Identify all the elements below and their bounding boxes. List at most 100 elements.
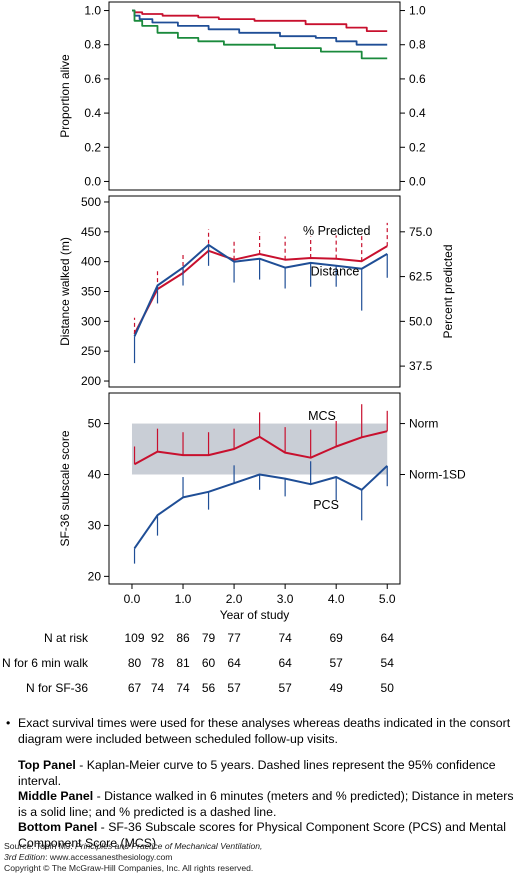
- source-edition: 3rd Edition: [4, 852, 46, 862]
- sf36-ylabel: SF-36 subscale score: [58, 430, 72, 546]
- sf36-ytick-label: 40: [88, 467, 102, 481]
- risk-cell: 49: [330, 681, 344, 695]
- survival-ytick-right-label: 0.4: [409, 106, 426, 120]
- survival-panel: 0.0 0.2 0.4 0.6 0.8 1.0 0.0 0.2 0.4 0.6 0.8 1.0 Prop…: [58, 1, 426, 191]
- pcs-line: [133, 465, 388, 549]
- note-middle: Middle Panel - Distance walked in 6 minu…: [18, 789, 518, 820]
- risk-table: N at risk 109 92 86 79 77 74 69 64 N for 6 min wa…: [2, 631, 394, 695]
- risk-row-label: N at risk: [44, 631, 89, 645]
- survival-ytick-right-label: 0.2: [409, 140, 426, 154]
- risk-cell: 86: [176, 631, 190, 645]
- pcs-annotation: PCS: [313, 498, 339, 512]
- walk-ytick-label: 450: [81, 225, 101, 239]
- sf36-xtick-label: 1.0: [175, 592, 192, 606]
- source-copyright: Copyright © The McGraw-Hill Companies, I…: [4, 863, 254, 873]
- sf36-right-label-1: Norm-1SD: [409, 467, 466, 481]
- survival-ytick-label: 0.2: [84, 140, 101, 154]
- survival-ytick-label: 0.6: [84, 72, 101, 86]
- risk-cell: 74: [151, 681, 165, 695]
- sf36-xtick-label: 3.0: [277, 592, 294, 606]
- risk-cell: 60: [202, 656, 216, 670]
- source-line: Source: Tobin MJ: Principles and Practic…: [4, 841, 262, 852]
- survival-curve-2: [132, 9, 388, 60]
- mcs-annotation: MCS: [308, 409, 336, 423]
- risk-cell: 79: [202, 631, 216, 645]
- risk-cell: 64: [278, 656, 292, 670]
- risk-cell: 67: [128, 681, 142, 695]
- note-middle-text: - Distance walked in 6 minutes (meters a…: [18, 789, 514, 819]
- risk-cell: 57: [278, 681, 292, 695]
- figure-notes: Exact survival times were used for these…: [6, 716, 518, 851]
- survival-ytick-right-label: 0.8: [409, 38, 426, 52]
- walk-ytick-label: 200: [81, 374, 101, 388]
- walk-ytick-label: 350: [81, 285, 101, 299]
- survival-ytick-label: 1.0: [84, 4, 101, 18]
- walk-ytick-label: 500: [81, 195, 101, 209]
- risk-cell: 109: [125, 631, 145, 645]
- risk-cell: 50: [381, 681, 395, 695]
- risk-cell: 64: [381, 631, 395, 645]
- mcs-line: [134, 430, 388, 466]
- sf36-ytick-label: 20: [88, 569, 102, 583]
- survival-ytick-right-label: 1.0: [409, 4, 426, 18]
- survival-ytick-label: 0.4: [84, 106, 101, 120]
- walk-ytick-right-label: 50.0: [409, 314, 433, 328]
- survival-curve-0: [132, 9, 388, 33]
- risk-cell: 57: [330, 656, 344, 670]
- survival-ytick-label: 0.0: [84, 174, 101, 188]
- survival-frame: [108, 1, 401, 191]
- source-site: : www.accessanesthesiology.com: [45, 852, 173, 862]
- survival-walk-sf36-figure: 0.0 0.2 0.4 0.6 0.8 1.0 0.0 0.2 0.4 0.6 0.8 1.0 Prop…: [2, 1, 466, 695]
- sf36-xtick-label: 5.0: [379, 592, 396, 606]
- risk-cell: 69: [330, 631, 344, 645]
- risk-cell: 56: [202, 681, 216, 695]
- source-prefix: Source: Tobin MJ:: [4, 841, 76, 851]
- sf36-frame: [108, 392, 401, 585]
- note-top-text: - Kaplan-Meier curve to 5 years. Dashed …: [18, 758, 496, 788]
- walk-ytick-label: 400: [81, 255, 101, 269]
- note-bottom-text: - SF-36 Subscale scores for Physical Com…: [18, 820, 506, 850]
- walk-ytick-right-label: 75.0: [409, 225, 433, 239]
- risk-cell: 64: [227, 656, 241, 670]
- walk-ytick-label: 300: [81, 314, 101, 328]
- source-credit: Source: Tobin MJ: Principles and Practic…: [4, 841, 262, 874]
- sf36-xlabel: Year of study: [220, 608, 290, 622]
- distance-line: [133, 243, 388, 337]
- note-top: Top Panel - Kaplan-Meier curve to 5 year…: [18, 758, 518, 789]
- risk-row-label: N for SF-36: [26, 681, 88, 695]
- walk-ylabel: Distance walked (m): [58, 237, 72, 346]
- survival-ytick-label: 0.8: [84, 38, 101, 52]
- walk-distance-panel: 200 250 300 350 400 450 500 37.5 50.0 62.5 75.0 Dis…: [58, 195, 455, 388]
- note-bottom: Bottom Panel - SF-36 Subscale scores for…: [18, 820, 518, 851]
- sf36-ytick-label: 50: [88, 417, 102, 431]
- note-middle-title: Middle Panel: [18, 789, 94, 803]
- risk-cell: 92: [151, 631, 165, 645]
- distance-annotation: Distance: [311, 264, 360, 278]
- note-top-title: Top Panel: [18, 758, 76, 772]
- risk-cell: 80: [128, 656, 142, 670]
- walk-ylabel-right: Percent predicted: [441, 244, 455, 338]
- risk-cell: 54: [381, 656, 395, 670]
- sf36-xtick-label: 2.0: [226, 592, 243, 606]
- note-bullet: Exact survival times were used for these…: [6, 716, 518, 747]
- survival-ytick-right-label: 0.6: [409, 72, 426, 86]
- sf36-xtick-label: 0.0: [124, 592, 141, 606]
- risk-cell: 81: [176, 656, 190, 670]
- walk-ytick-right-label: 37.5: [409, 359, 433, 373]
- sf36-right-label-0: Norm: [409, 417, 438, 431]
- note-bottom-title: Bottom Panel: [18, 820, 98, 834]
- sf36-xtick-label: 4.0: [328, 592, 345, 606]
- walk-ytick-label: 250: [81, 344, 101, 358]
- predicted-annotation: % Predicted: [303, 224, 370, 238]
- walk-ytick-right-label: 62.5: [409, 270, 433, 284]
- risk-cell: 74: [176, 681, 190, 695]
- survival-curve-1: [132, 9, 388, 46]
- survival-ytick-right-label: 0.0: [409, 174, 426, 188]
- survival-ylabel: Proportion alive: [58, 54, 72, 138]
- risk-cell: 78: [151, 656, 165, 670]
- predicted-line: [133, 245, 388, 335]
- risk-cell: 77: [227, 631, 241, 645]
- risk-cell: 57: [227, 681, 241, 695]
- sf36-panel: 20 30 40 50 Norm Norm-1SD 0.0 1.0 2.0 3.0 4.0 5.0 Ye…: [58, 392, 466, 622]
- sf36-ytick-label: 30: [88, 518, 102, 532]
